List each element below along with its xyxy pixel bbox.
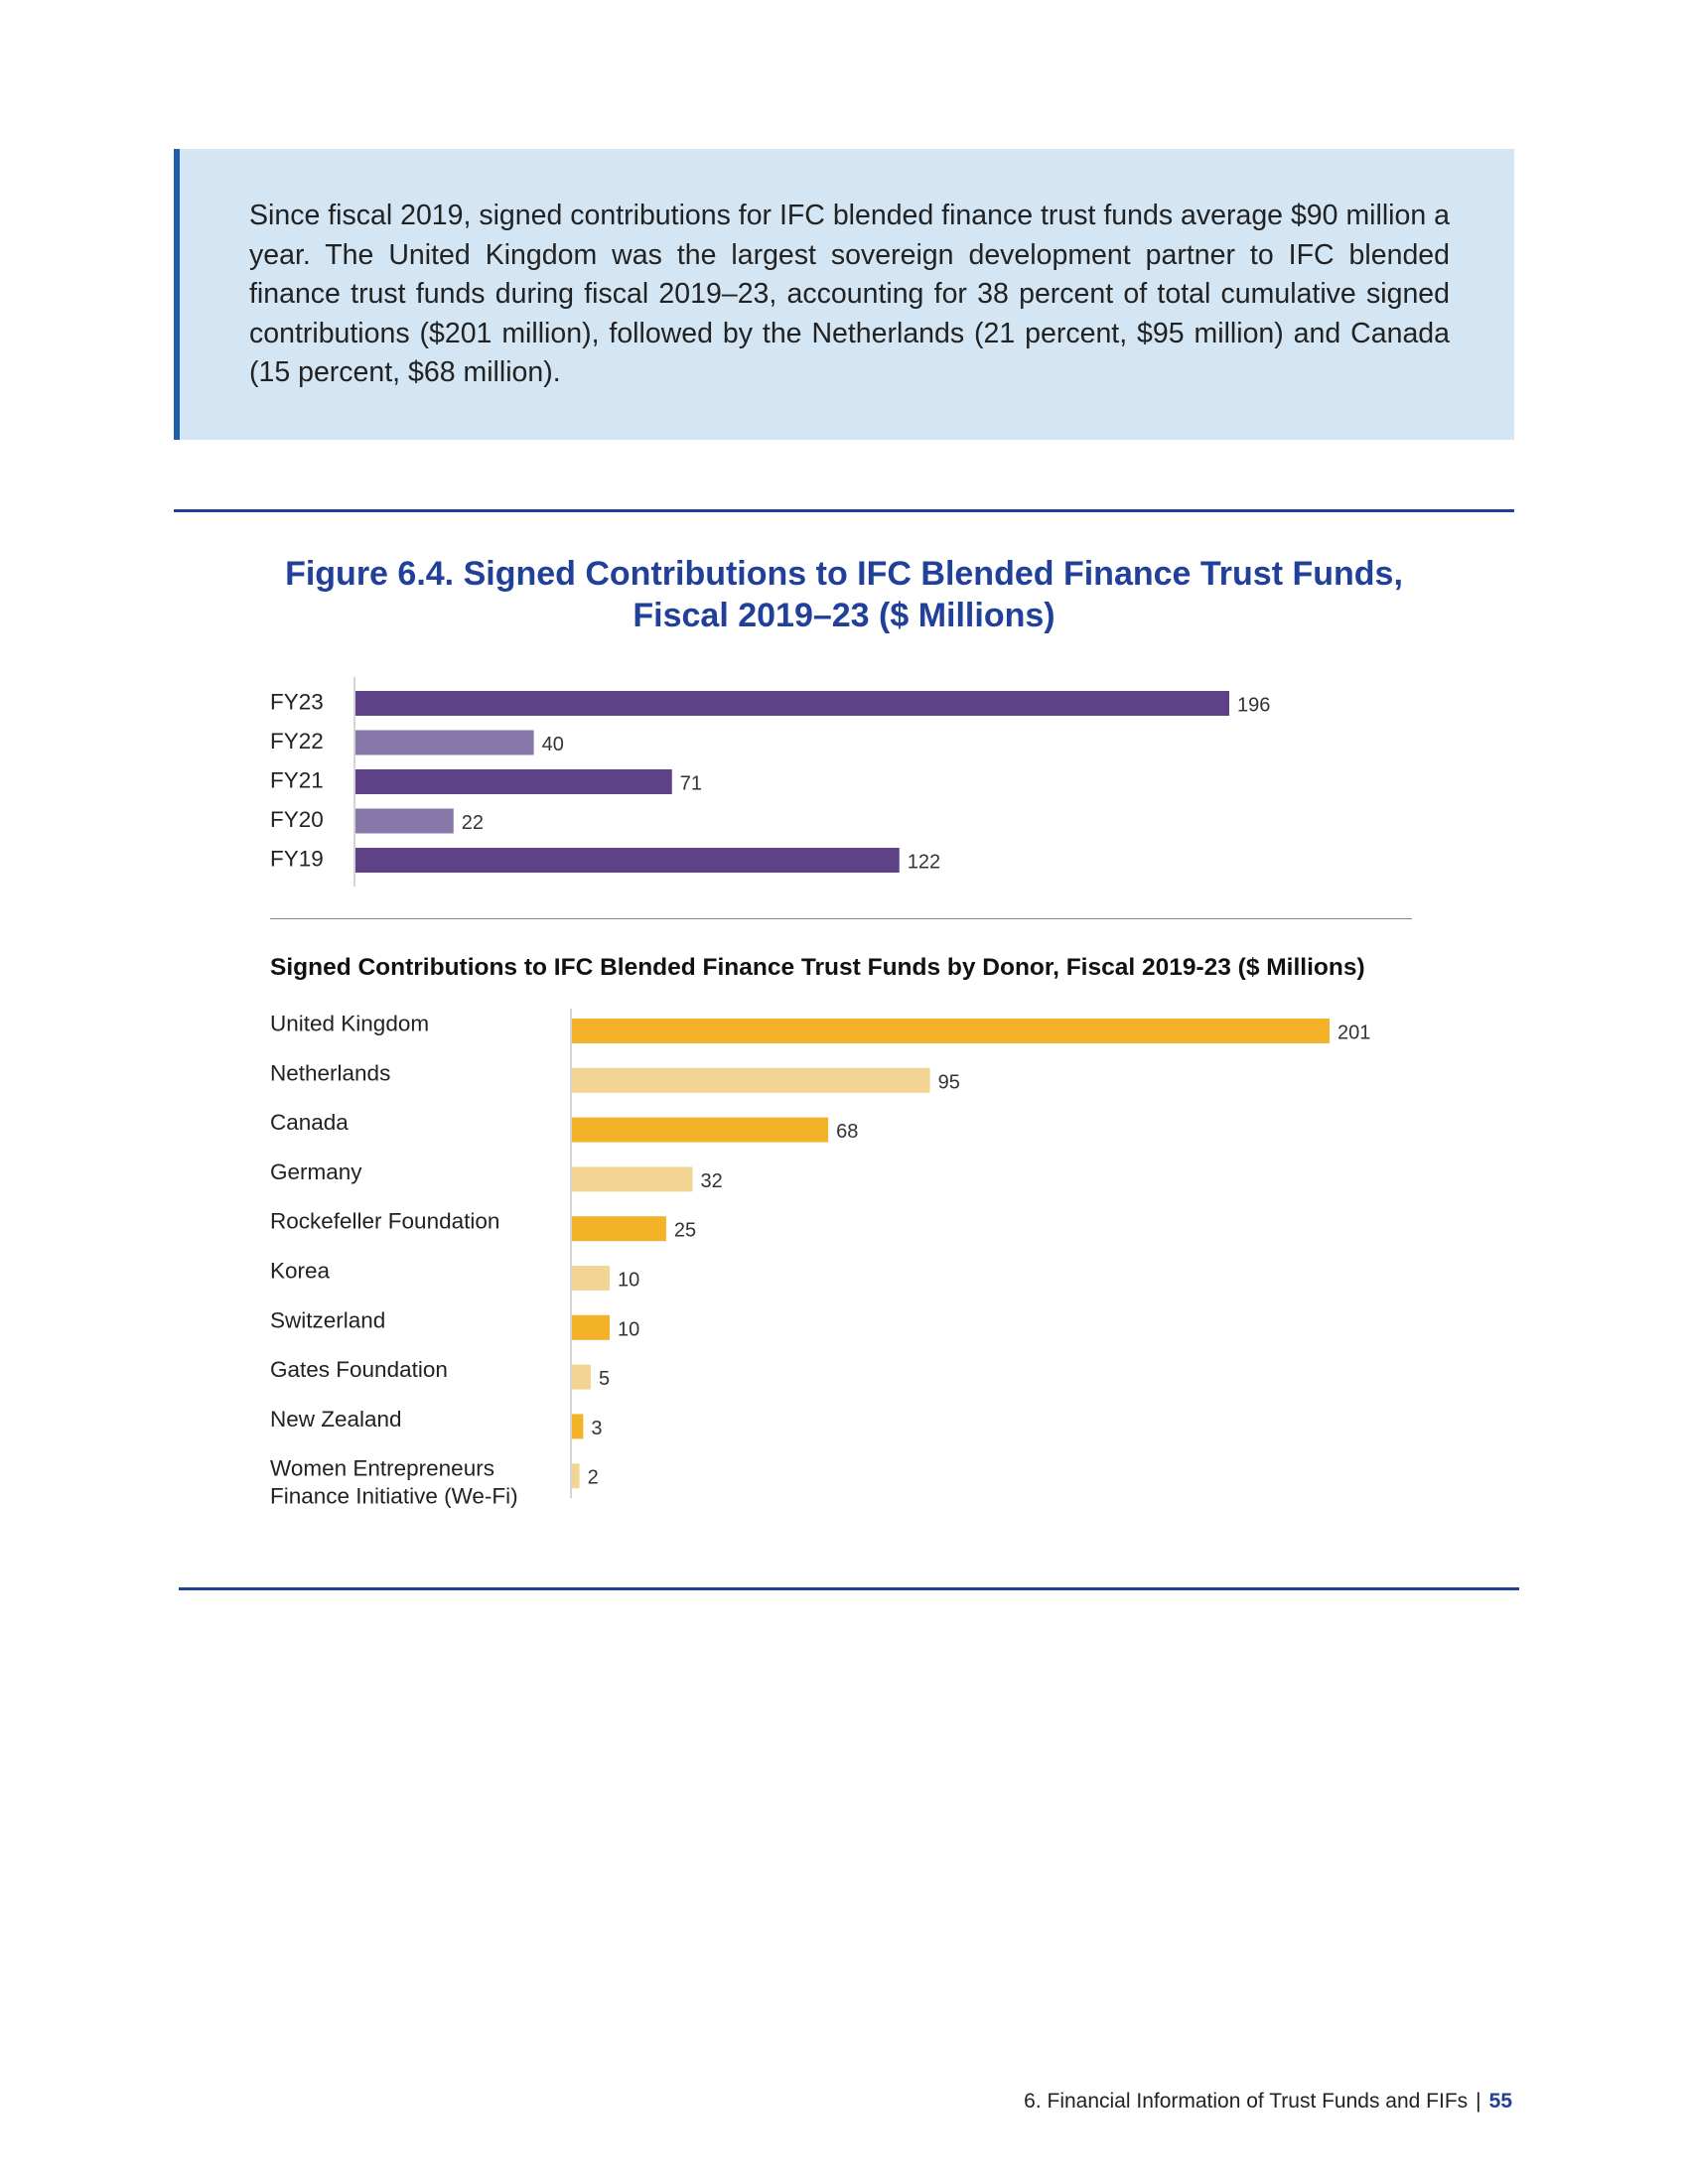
value-label-netherlands: 95 (938, 1071, 960, 1093)
value-label-gates-foundation: 5 (599, 1368, 610, 1390)
bar-germany (572, 1166, 693, 1192)
donor-bar-chart: United Kingdom 201 Netherlands 95 Canada 68 Ge… (270, 1009, 1370, 1509)
value-label-switzerland: 10 (618, 1318, 639, 1340)
category-label-fy22: FY22 (270, 729, 324, 753)
figure-top-rule (174, 509, 1514, 512)
bar-korea (572, 1266, 610, 1291)
value-label-fy23: 196 (1237, 695, 1270, 717)
bar-canada (572, 1117, 829, 1143)
value-label-canada: 68 (836, 1121, 858, 1143)
value-label-korea: 10 (618, 1270, 639, 1292)
fiscal-year-bar-chart: FY23 196 FY22 40 FY21 71 FY20 22 FY19 122 (270, 677, 1270, 887)
value-label-women-entrepreneurs-finance-initiative-we-fi: 2 (588, 1467, 599, 1489)
category-label-new-zealand: New Zealand (270, 1407, 402, 1432)
bar-fy20 (355, 808, 454, 834)
footer-section: 6. Financial Information of Trust Funds … (1024, 2090, 1469, 2113)
page-number: 55 (1488, 2090, 1512, 2113)
value-label-united-kingdom: 201 (1337, 1023, 1370, 1044)
category-label-korea: Korea (270, 1259, 331, 1284)
category-label-gates-foundation: Gates Foundation (270, 1357, 448, 1382)
bar-rockefeller-foundation (572, 1216, 666, 1242)
figure-title-line2: Fiscal 2019–23 ($ Millions) (633, 597, 1055, 634)
value-label-germany: 32 (700, 1170, 722, 1192)
donor-chart-title: Signed Contributions to IFC Blended Fina… (270, 954, 1365, 981)
category-label-women-entrepreneurs-finance-initiative-we-fi: Women Entrepreneurs Finance Initiative (W… (270, 1456, 518, 1509)
value-label-fy19: 122 (908, 852, 940, 874)
callout-text: Since fiscal 2019, signed contributions … (249, 200, 1450, 388)
bar-fy21 (355, 769, 672, 794)
category-label-fy20: FY20 (270, 807, 324, 832)
bar-new-zealand (572, 1414, 584, 1439)
figure-title: Figure 6.4. Signed Contributions to IFC … (174, 553, 1514, 636)
bar-netherlands (572, 1067, 930, 1093)
value-label-fy22: 40 (542, 734, 564, 755)
footer-separator: | (1476, 2090, 1481, 2113)
category-label-rockefeller-foundation: Rockefeller Foundation (270, 1209, 499, 1234)
category-label-netherlands: Netherlands (270, 1060, 390, 1085)
value-label-fy20: 22 (462, 812, 484, 834)
chart-divider (270, 918, 1412, 919)
category-label-switzerland: Switzerland (270, 1307, 385, 1332)
bar-fy19 (355, 848, 900, 873)
bar-united-kingdom (572, 1019, 1330, 1043)
category-label-fy19: FY19 (270, 847, 324, 872)
figure-title-line1: Figure 6.4. Signed Contributions to IFC … (285, 555, 1403, 593)
bar-fy23 (355, 691, 1229, 716)
category-label-fy23: FY23 (270, 690, 324, 715)
bar-women-entrepreneurs-finance-initiative-we-fi (572, 1463, 580, 1489)
category-label-germany: Germany (270, 1160, 362, 1184)
bar-fy22 (355, 730, 534, 755)
bar-switzerland (572, 1314, 610, 1340)
category-label-united-kingdom: United Kingdom (270, 1012, 429, 1036)
value-label-fy21: 71 (680, 773, 702, 795)
figure-bottom-rule (179, 1587, 1519, 1590)
value-label-new-zealand: 3 (591, 1418, 602, 1439)
page-footer: 6. Financial Information of Trust Funds … (1024, 2090, 1512, 2114)
value-label-rockefeller-foundation: 25 (674, 1220, 696, 1242)
category-label-fy21: FY21 (270, 768, 324, 793)
summary-callout: Since fiscal 2019, signed contributions … (174, 149, 1514, 440)
bar-gates-foundation (572, 1364, 591, 1390)
category-label-canada: Canada (270, 1110, 349, 1135)
